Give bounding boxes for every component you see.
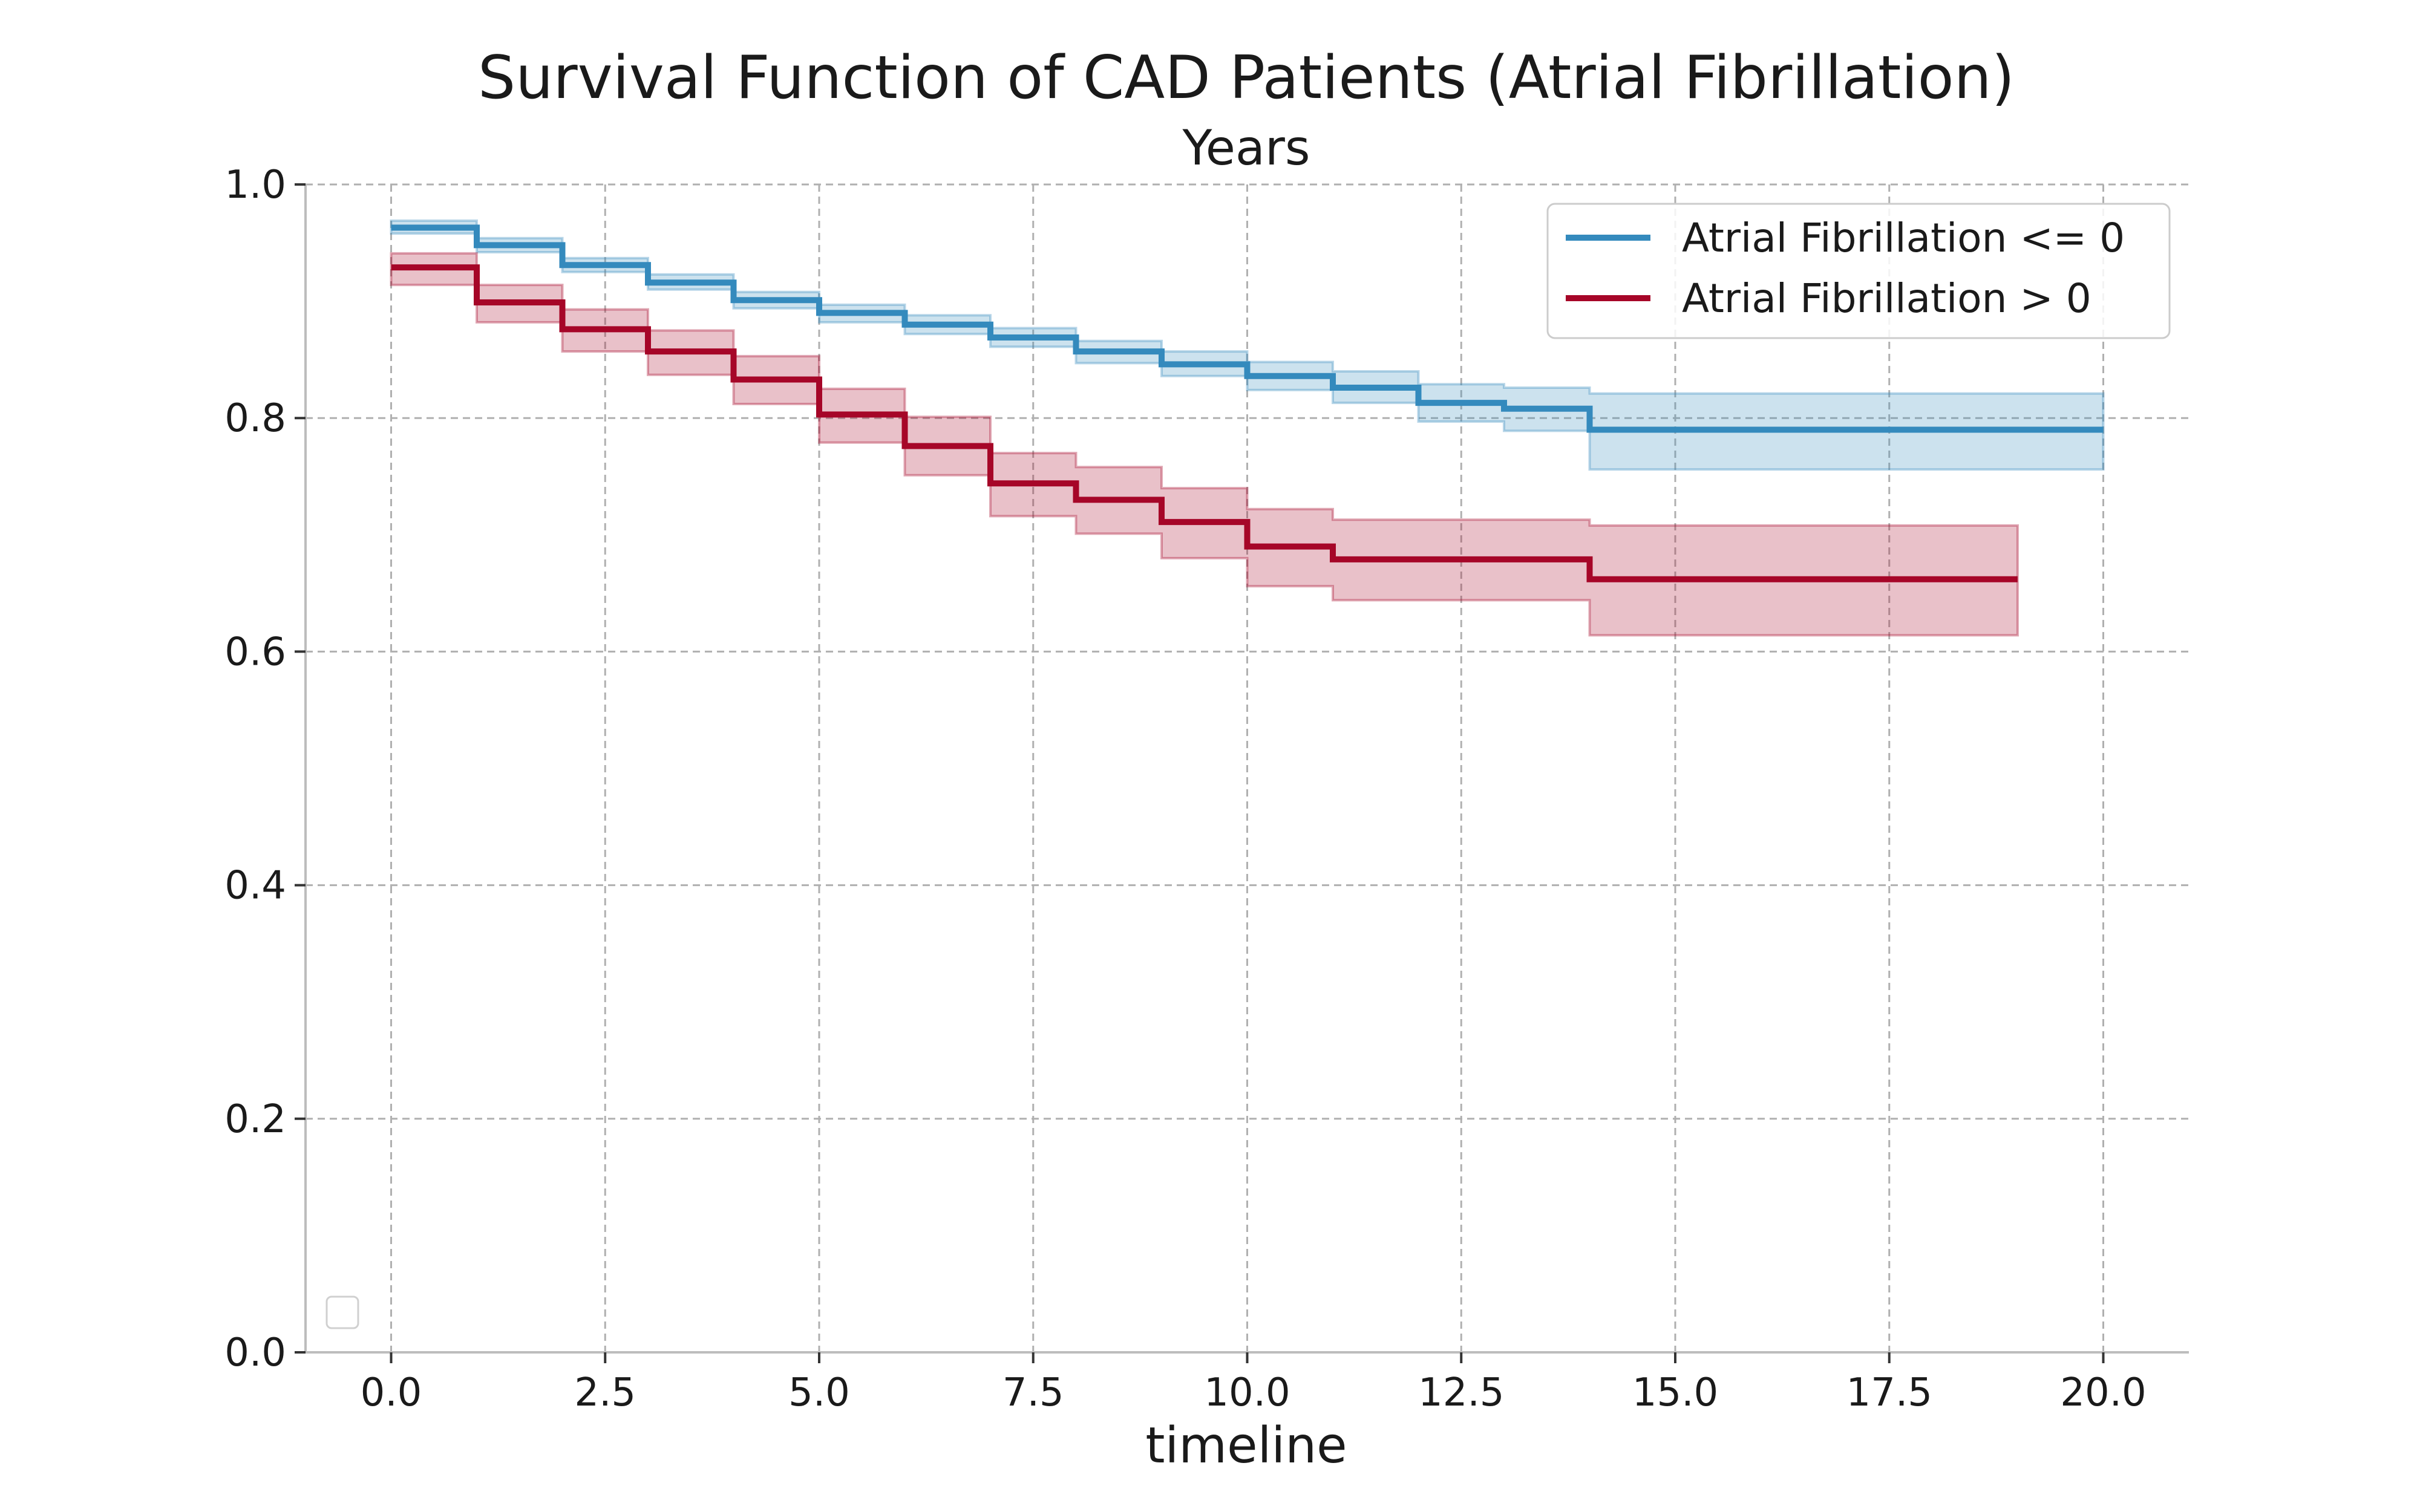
x-tick-label: 12.5	[1418, 1370, 1505, 1415]
x-tick-label: 2.5	[574, 1370, 636, 1415]
ci-band-series-1	[390, 252, 2019, 637]
survival-line-series-0	[391, 224, 2104, 433]
empty-legend-box	[325, 1295, 359, 1329]
legend-label-af-le-0: Atrial Fibrillation <= 0	[1682, 215, 2125, 261]
y-tick-label: 0.6	[224, 630, 286, 674]
x-tick-label: 10.0	[1204, 1370, 1290, 1415]
x-tick-label: 17.5	[1846, 1370, 1933, 1415]
survival-line-series-1	[391, 264, 2018, 582]
legend-label-af-gt-0: Atrial Fibrillation > 0	[1682, 275, 2091, 322]
y-tick-label: 0.4	[224, 864, 286, 908]
chart-subtitle: Years	[1182, 120, 1310, 176]
x-tick-label: 7.5	[1002, 1370, 1064, 1415]
legend-frame	[1546, 203, 2171, 339]
survival-lines	[391, 224, 2104, 582]
y-tick-label: 0.0	[224, 1331, 286, 1375]
chart-title: Survival Function of CAD Patients (Atria…	[478, 44, 2015, 112]
x-tick-label: 0.0	[361, 1370, 422, 1415]
y-tick-label: 1.0	[224, 163, 286, 207]
x-tick-label: 15.0	[1632, 1370, 1719, 1415]
x-axis-label: timeline	[1145, 1417, 1347, 1475]
y-tick-label: 0.8	[224, 396, 286, 441]
x-tick-label: 20.0	[2060, 1370, 2147, 1415]
legend: Atrial Fibrillation <= 0 Atrial Fibrilla…	[1546, 203, 2171, 339]
ticks: 0.0 2.5 5.0 7.5 10.0 12.5 15.0 17.5 20.0 0.0 0.2 0.…	[224, 163, 2147, 1415]
y-tick-label: 0.2	[224, 1097, 286, 1142]
x-tick-label: 5.0	[788, 1370, 850, 1415]
